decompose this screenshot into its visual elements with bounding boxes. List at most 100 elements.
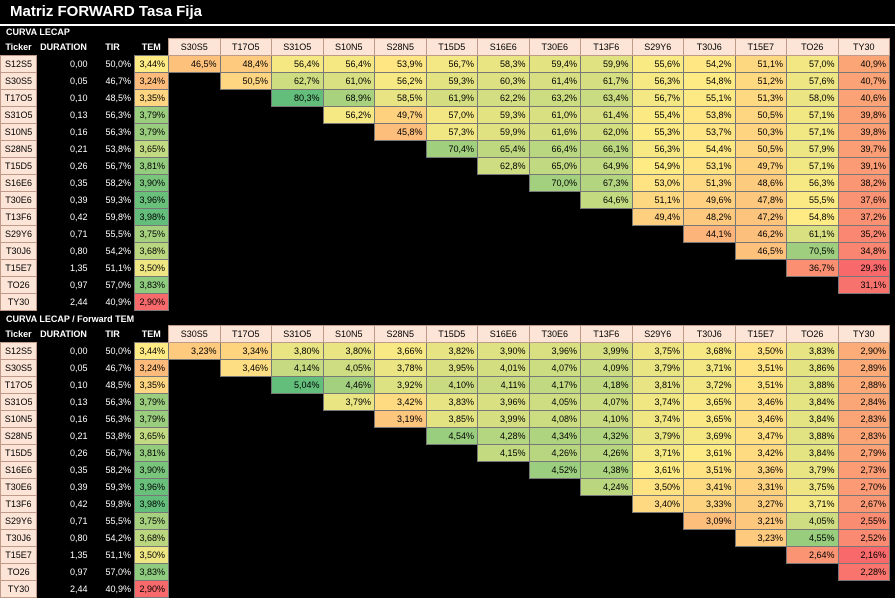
empty-cell	[735, 293, 787, 311]
matrix-cell: 2,52%	[837, 529, 890, 547]
matrix-cell: 3,74%	[631, 393, 684, 411]
duration-cell: 0,26	[69, 448, 88, 458]
matrix-cell: 46,2%	[734, 225, 787, 243]
matrix-cell: 39,8%	[837, 106, 890, 124]
tir-cell: 56,3%	[105, 127, 131, 137]
matrix-cell: 3,99%	[477, 410, 530, 428]
empty-cell	[632, 546, 684, 564]
empty-cell	[271, 512, 323, 530]
empty-cell	[220, 259, 272, 277]
matrix-cell: 39,8%	[837, 123, 890, 141]
empty-cell	[426, 191, 478, 209]
duration-cell: 0,71	[69, 516, 88, 526]
matrix-cell: 39,7%	[837, 140, 890, 158]
column-header-ty30: TY30	[837, 325, 890, 343]
duration-cell: 0,80	[69, 533, 88, 543]
table-row: S12S5 0,00 50,0% 3,44% 46,5% 48,4% 56,4% 56,4% 5…	[0, 55, 890, 73]
matrix-cell: 58,5%	[374, 89, 427, 107]
matrix-cell: 3,21%	[734, 512, 787, 530]
empty-cell	[374, 157, 426, 175]
ticker-cell: T15E7	[0, 259, 37, 277]
matrix-cell: 58,3%	[477, 55, 530, 73]
matrix-cell: 3,88%	[786, 376, 839, 394]
empty-cell	[735, 276, 787, 294]
empty-cell	[426, 580, 478, 598]
empty-cell	[168, 495, 220, 513]
matrix-cell: 67,3%	[580, 174, 633, 192]
column-header-t30j6: T30J6	[683, 325, 736, 343]
matrix-cell: 3,84%	[786, 444, 839, 462]
empty-cell	[426, 529, 478, 547]
empty-cell	[632, 529, 684, 547]
table-row: S29Y6 0,71 55,5% 3,75% 3,09% 3,21% 4,05% 2,55%	[0, 512, 890, 530]
empty-cell	[323, 276, 375, 294]
ticker-cell: S16E6	[0, 461, 37, 479]
matrix-cell: 3,46%	[219, 359, 272, 377]
empty-cell	[426, 495, 478, 513]
matrix-cell: 64,6%	[580, 191, 633, 209]
matrix-cell: 3,69%	[683, 427, 736, 445]
empty-cell	[271, 225, 323, 243]
matrix-cell: 3,42%	[374, 393, 427, 411]
matrix-cell: 55,4%	[631, 106, 684, 124]
tem-cell: 3,68%	[134, 529, 169, 547]
empty-cell	[374, 495, 426, 513]
empty-cell	[426, 563, 478, 581]
matrix-cell: 70,5%	[786, 242, 839, 260]
matrix-cell: 3,27%	[734, 495, 787, 513]
empty-cell	[168, 174, 220, 192]
empty-cell	[374, 259, 426, 277]
matrix-cell: 3,99%	[580, 342, 633, 360]
matrix-cell: 2,73%	[837, 461, 890, 479]
empty-cell	[323, 242, 375, 260]
matrix-cell: 2,64%	[786, 546, 839, 564]
empty-cell	[220, 444, 272, 462]
empty-cell	[323, 478, 375, 496]
matrix-cell: 57,3%	[425, 123, 478, 141]
matrix-cell: 62,2%	[477, 89, 530, 107]
empty-cell	[323, 174, 375, 192]
empty-cell	[220, 376, 272, 394]
tir-cell: 46,7%	[105, 363, 131, 373]
duration-cell: 0,13	[69, 110, 88, 120]
matrix-cell: 3,46%	[734, 393, 787, 411]
empty-cell	[220, 495, 272, 513]
empty-cell	[683, 546, 735, 564]
tir-cell: 58,2%	[105, 178, 131, 188]
matrix-cell: 56,7%	[631, 89, 684, 107]
matrix-cell: 62,8%	[477, 157, 530, 175]
column-header-s28n5: S28N5	[374, 38, 427, 56]
matrix-cell: 3,86%	[786, 359, 839, 377]
empty-cell	[271, 174, 323, 192]
tem-cell: 3,98%	[134, 495, 169, 513]
table-row: S10N5 0,16 56,3% 3,79% 45,8% 57,3% 59,9% 61,6% 6…	[0, 123, 890, 141]
duration-cell: 0,10	[69, 93, 88, 103]
matrix-cell: 3,75%	[786, 478, 839, 496]
column-header-t15d5: T15D5	[425, 38, 478, 56]
empty-cell	[632, 242, 684, 260]
matrix-cell: 3,79%	[786, 461, 839, 479]
table-row: S16E6 0,35 58,2% 3,90% 70,0% 67,3% 53,0% 51,3% 4…	[0, 174, 890, 192]
table-row: T15D5 0,26 56,7% 3,81% 4,15% 4,26% 4,26% 3,71% 3…	[0, 444, 890, 462]
matrix-cell: 47,2%	[734, 208, 787, 226]
ticker-cell: T15E7	[0, 546, 37, 564]
tem-cell: 3,98%	[134, 208, 169, 226]
matrix-cell: 55,6%	[631, 55, 684, 73]
matrix-cell: 53,7%	[683, 123, 736, 141]
empty-cell	[838, 580, 890, 598]
ticker-cell: T13F6	[0, 208, 37, 226]
empty-cell	[323, 225, 375, 243]
tem-cell: 3,24%	[134, 72, 169, 90]
matrix-cell: 47,8%	[734, 191, 787, 209]
empty-cell	[632, 293, 684, 311]
table-row: S30S5 0,05 46,7% 3,24% 3,46% 4,14% 4,05% 3,78% 3…	[0, 359, 890, 377]
tem-cell: 3,90%	[134, 174, 169, 192]
matrix-cell: 3,23%	[734, 529, 787, 547]
table-row: T30J6 0,80 54,2% 3,68% 46,5% 70,5% 34,8%	[0, 242, 890, 260]
matrix-cell: 62,0%	[580, 123, 633, 141]
tem-cell: 3,44%	[134, 55, 169, 73]
tem-cell: 3,79%	[134, 106, 169, 124]
empty-cell	[271, 123, 323, 141]
matrix-cell: 57,0%	[786, 55, 839, 73]
table-row: S28N5 0,21 53,8% 3,65% 4,54% 4,28% 4,34% 4,32% 3…	[0, 427, 890, 445]
